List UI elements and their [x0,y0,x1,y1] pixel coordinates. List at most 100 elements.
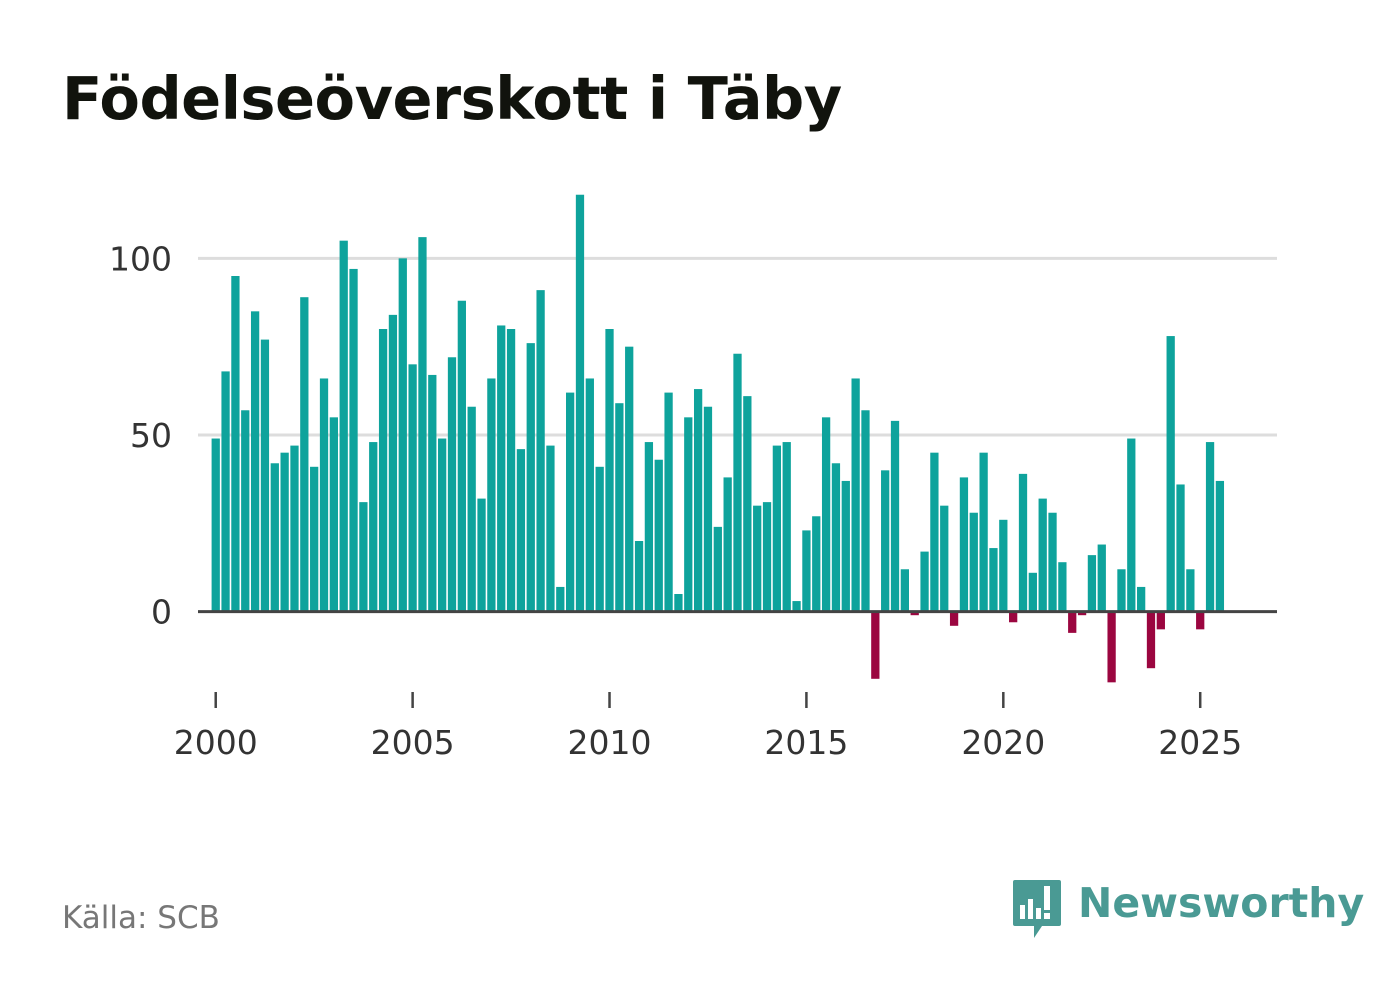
bar [506,329,516,612]
bar [1077,611,1087,616]
bar [1058,562,1067,612]
bar [664,392,673,612]
bar [221,371,230,612]
bar [211,438,220,612]
bar [605,329,614,612]
bar [369,442,378,612]
bar [585,378,594,612]
bar [1146,611,1156,669]
bar [871,611,880,679]
bar [851,378,860,612]
bar [743,396,752,612]
bar [890,420,900,612]
source-note: Källa: SCB [62,900,220,936]
bar [1205,442,1215,612]
bar [920,551,929,612]
x-tick-label: 2025 [1158,723,1242,762]
bar [979,452,988,612]
bar [241,410,250,612]
bar [398,258,407,612]
bar [861,410,870,612]
bar [723,477,732,612]
bar [418,237,427,612]
bar [674,594,683,612]
bar [310,466,319,612]
bar [516,449,526,612]
brand-name: Newsworthy [1078,879,1365,927]
bar [1127,438,1136,612]
bar [428,374,437,612]
bar [930,452,939,612]
bar [881,470,890,612]
bar [1068,611,1077,633]
x-tick-label: 2010 [568,723,652,762]
x-tick-label: 2015 [764,723,848,762]
bar [989,548,998,612]
bar [595,466,604,612]
bar [615,403,624,612]
bar [802,530,811,612]
bar [290,445,299,612]
bar [329,417,338,612]
bar [457,300,466,612]
bar [762,502,772,612]
bar [349,268,358,612]
bar [959,477,969,612]
bar [1196,611,1205,630]
bar [1137,586,1146,612]
bar [260,339,270,612]
x-tick-label: 2005 [371,723,455,762]
bar [772,445,782,612]
bar [556,586,565,612]
bar [526,343,535,612]
bar [693,389,703,612]
bar [969,512,978,612]
bar [684,417,693,612]
bar [1166,336,1175,612]
bar [782,442,791,612]
bar [280,452,289,612]
bar [378,329,388,612]
bar [753,505,762,612]
bar [497,325,506,612]
bar [654,459,663,612]
newsworthy-logo-icon [1013,880,1061,938]
bar [900,569,909,612]
bar [1156,611,1165,630]
bar [231,276,240,612]
x-tick-label: 2000 [174,723,258,762]
bar [625,346,634,612]
bar [467,406,476,612]
bar [999,519,1008,612]
bar [812,516,821,612]
x-tick-label: 2020 [961,723,1045,762]
bar [319,378,329,612]
bar [536,290,545,612]
bar [1176,484,1185,612]
bar [1048,512,1057,612]
bar [339,240,348,612]
chart-title: Födelseöverskott i Täby [62,64,842,133]
bar [1087,555,1097,612]
bar [949,611,959,626]
bar [713,526,722,612]
bar [438,438,447,612]
axis-layer [198,610,1277,708]
bar [831,463,841,612]
bar [359,502,368,612]
bar [477,498,486,612]
bar [408,364,417,612]
bar [910,611,919,616]
bar [1018,473,1028,612]
bar [792,601,801,612]
bar [634,541,644,612]
bar [1038,498,1047,612]
bar [388,314,398,612]
y-tick-label: 0 [151,593,172,632]
bar [1215,480,1225,612]
brand-logo: Newsworthy [1012,878,1364,942]
bar [1028,572,1037,612]
bar [1107,611,1116,683]
bar [940,505,949,612]
